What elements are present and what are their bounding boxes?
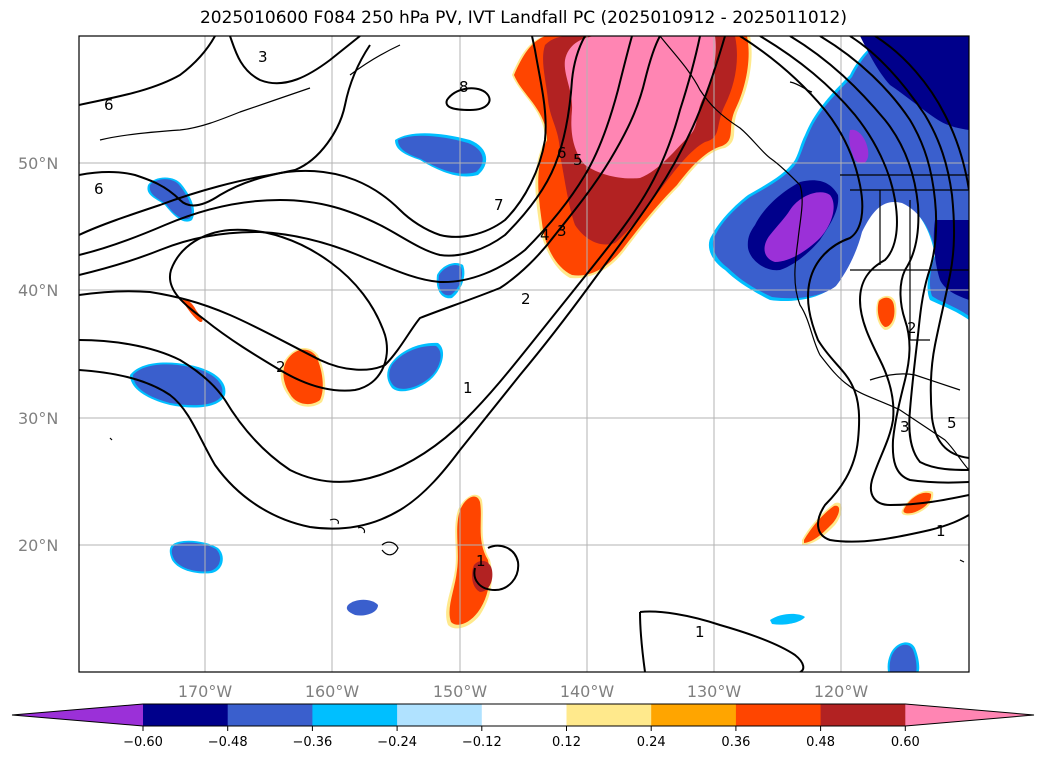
colorbar-tick-label: 0.48: [806, 735, 835, 750]
gridlines: [79, 36, 969, 672]
contour-label: 6: [104, 96, 114, 114]
colorbar-tick-label: −0.24: [377, 735, 417, 750]
colorbar-tick-label: −0.36: [292, 735, 332, 750]
contour-label: 3: [900, 418, 910, 436]
colorbar-tick-label: −0.12: [462, 735, 502, 750]
longitude-labels: 170°W 160°W 150°W 140°W 130°W 120°W: [178, 682, 869, 701]
contour-label: 2: [276, 358, 286, 376]
colorbar-extend-max: [905, 704, 1034, 726]
positive-anomaly-gulf-of-alaska: [512, 36, 752, 279]
latitude-labels: 50°N 40°N 30°N 20°N: [18, 154, 58, 555]
lat-label: 30°N: [18, 409, 58, 428]
map-frame: [78, 35, 970, 673]
colorbar-segment: [227, 704, 313, 726]
colorbar-tick-label: 0.60: [891, 735, 920, 750]
lat-label: 40°N: [18, 281, 58, 300]
lon-label: 130°W: [687, 682, 742, 701]
colorbar-segment: [735, 704, 822, 726]
pv-contours: [79, 36, 969, 672]
colorbar-tick-label: 0.12: [552, 735, 581, 750]
lon-label: 140°W: [560, 682, 615, 701]
map-title: 2025010600 F084 250 hPa PV, IVT Landfall…: [199, 8, 847, 28]
contour-label: 3: [258, 48, 268, 66]
contour-label: 6: [557, 144, 567, 162]
map-plot-area: 6 6 3 8 7 6 5 4 3 2 1 2 1 1 1 2 3 5: [79, 36, 969, 672]
colorbar-tick-label: 0.24: [637, 735, 666, 750]
colorbar-tick-label: −0.60: [123, 735, 163, 750]
colorbar-tick-label: 0.36: [721, 735, 750, 750]
contour-label: 3: [557, 222, 567, 240]
colorbar-segment: [397, 704, 483, 726]
lat-label: 50°N: [18, 154, 58, 173]
contour-label: 1: [463, 379, 473, 397]
contour-label: 2: [907, 319, 917, 337]
contour-labels: 6 6 3 8 7 6 5 4 3 2 1 2 1 1 1 2 3 5: [94, 48, 957, 641]
contour-label: 4: [540, 226, 550, 244]
contour-label: 7: [494, 196, 504, 214]
contour-label: 2: [521, 290, 531, 308]
contour-label: 1: [695, 623, 705, 641]
colorbar-segment: [566, 704, 652, 726]
colorbar-segment: [820, 704, 906, 726]
lon-label: 160°W: [305, 682, 360, 701]
colorbar-extend-min: [12, 704, 143, 726]
contour-label: 5: [573, 151, 583, 169]
contour-label: 1: [476, 552, 486, 570]
colorbar-segment: [481, 704, 567, 726]
lon-label: 170°W: [178, 682, 233, 701]
lon-label: 120°W: [814, 682, 869, 701]
lon-label: 150°W: [433, 682, 488, 701]
colorbar-segment: [312, 704, 398, 726]
contour-label: 8: [459, 78, 469, 96]
colorbar-tick-label: −0.48: [208, 735, 248, 750]
contour-label: 6: [94, 180, 104, 198]
colorbar-segment: [143, 704, 229, 726]
colorbar: −0.60 −0.48 −0.36 −0.24 −0.12 0.12 0.24 0.36 0.4…: [11, 703, 1035, 750]
lat-label: 20°N: [18, 536, 58, 555]
contour-label: 1: [936, 522, 946, 540]
contour-label: 5: [947, 414, 957, 432]
colorbar-segment: [651, 704, 737, 726]
